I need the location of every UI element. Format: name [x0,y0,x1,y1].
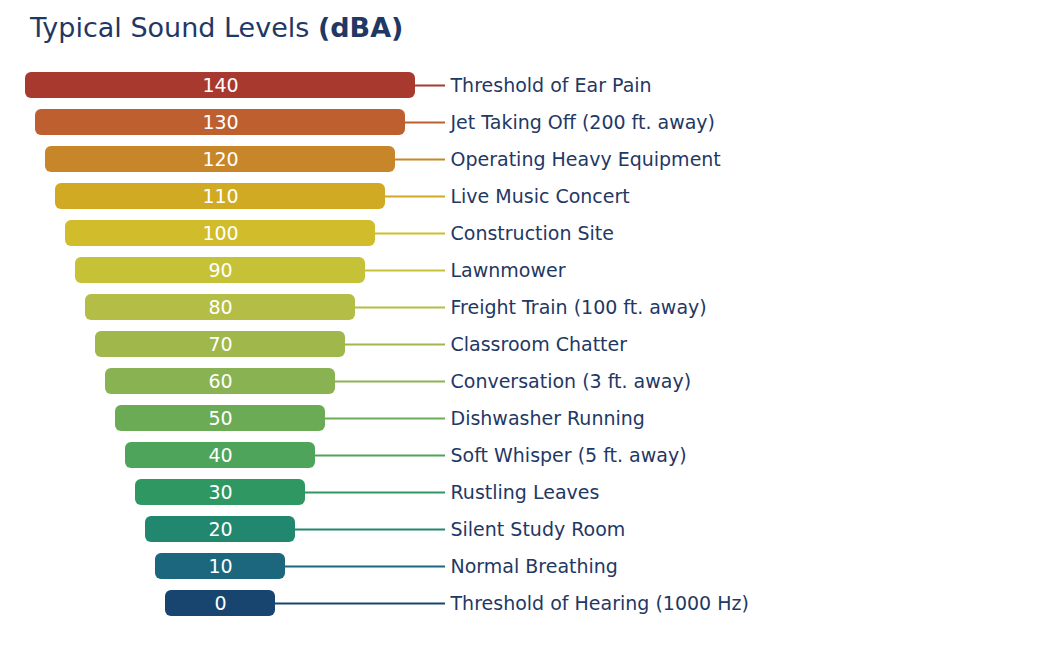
svg-text:Dishwasher Running: Dishwasher Running [451,407,645,429]
svg-text:70: 70 [208,333,232,355]
svg-text:Live Music Concert: Live Music Concert [451,185,630,207]
svg-text:Lawnmower: Lawnmower [451,259,566,281]
svg-text:30: 30 [208,481,232,503]
html-text:Typical Sound Levels (dBA): Typical Sound Levels (dBA) [30,12,404,43]
svg-text:Operating Heavy Equipment: Operating Heavy Equipment [451,148,721,170]
svg-text:50: 50 [208,407,232,429]
svg-text:60: 60 [208,370,232,392]
svg-text:100: 100 [202,222,238,244]
svg-text:80: 80 [208,296,232,318]
svg-text:120: 120 [202,148,238,170]
svg-text:Classroom Chatter: Classroom Chatter [451,333,628,355]
svg-text:Threshold of Ear Pain: Threshold of Ear Pain [450,74,652,96]
svg-text:Soft Whisper (5 ft. away): Soft Whisper (5 ft. away) [451,444,687,466]
svg-text:Rustling Leaves: Rustling Leaves [451,481,600,503]
svg-text:130: 130 [202,111,238,133]
svg-text:Silent Study Room: Silent Study Room [451,518,626,540]
svg-text:Conversation (3 ft. away): Conversation (3 ft. away) [451,370,692,392]
svg-text:Jet Taking Off (200 ft. away): Jet Taking Off (200 ft. away) [450,111,715,133]
svg-text:Construction Site: Construction Site [451,222,615,244]
svg-text:40: 40 [208,444,232,466]
svg-text:20: 20 [208,518,232,540]
svg-text:90: 90 [208,259,232,281]
svg-text:110: 110 [202,185,238,207]
svg-text:0: 0 [214,592,226,614]
svg-text:Freight Train (100 ft. away): Freight Train (100 ft. away) [451,296,707,318]
svg-text:Threshold of Hearing (1000 Hz): Threshold of Hearing (1000 Hz) [450,592,749,614]
svg-text:140: 140 [202,74,238,96]
svg-text:Normal Breathing: Normal Breathing [451,555,618,577]
svg-text:10: 10 [208,555,232,577]
